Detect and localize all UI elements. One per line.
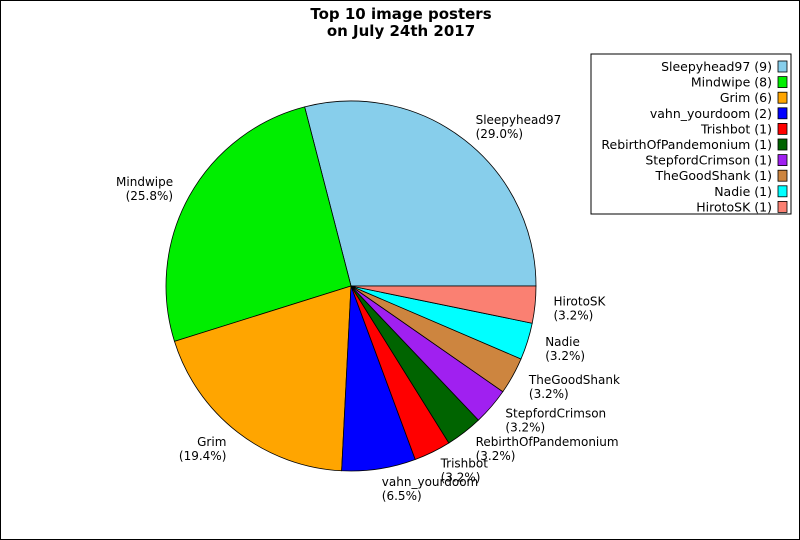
- slice-label-thegoodshank: TheGoodShank: [528, 373, 620, 387]
- legend-label-stepfordcrimson: StepfordCrimson (1): [645, 153, 772, 168]
- slice-label-sleepyhead97: Sleepyhead97: [476, 113, 562, 127]
- slice-percent-vahn-yourdoom: (6.5%): [382, 489, 422, 503]
- legend-swatch-stepfordcrimson: [777, 154, 788, 167]
- legend-label-thegoodshank: TheGoodShank (1): [654, 168, 772, 183]
- legend-label-rebirthofpandemonium: RebirthOfPandemonium (1): [601, 137, 772, 152]
- slice-percent-trishbot: (3.2%): [441, 471, 481, 485]
- legend-label-nadie: Nadie (1): [714, 184, 772, 199]
- slice-label-stepfordcrimson: StepfordCrimson: [505, 407, 606, 421]
- slice-label-grim: Grim: [197, 435, 226, 449]
- slice-label-trishbot: Trishbot: [440, 457, 489, 471]
- slice-percent-thegoodshank: (3.2%): [529, 387, 569, 401]
- legend-swatch-rebirthofpandemonium: [777, 138, 788, 151]
- slice-sleepyhead97: [304, 100, 537, 287]
- legend-label-trishbot: Trishbot (1): [700, 121, 772, 136]
- legend-swatch-trishbot: [777, 123, 788, 135]
- slice-percent-mindwipe: (25.8%): [126, 189, 173, 203]
- chart-title-line-2: on July 24th 2017: [327, 22, 475, 40]
- legend-swatch-hirotosk: [777, 200, 788, 213]
- legend-swatch-mindwipe: [777, 76, 788, 88]
- slice-labels: Sleepyhead97(29.0%) Mindwipe(25.8%) Grim(1…: [116, 113, 620, 503]
- slice-hirotosk: [350, 285, 537, 324]
- slice-percent-rebirthofpandemonium: (3.2%): [476, 449, 516, 463]
- legend-label-vahn-yourdoom: vahn_yourdoom (2): [650, 106, 772, 121]
- legend-label-grim: Grim (6): [720, 90, 772, 105]
- legend-box: [590, 53, 792, 215]
- legend-label-mindwipe: Mindwipe (8): [691, 75, 772, 90]
- slice-label-mindwipe: Mindwipe: [116, 175, 173, 189]
- legend-swatch-sleepyhead97: [777, 60, 788, 73]
- legend-label-hirotosk: HirotoSK (1): [696, 199, 772, 214]
- slice-label-nadie: Nadie: [545, 335, 580, 349]
- slice-grim: [173, 285, 352, 472]
- legend-swatch-nadie: [777, 185, 788, 198]
- chart-title-line-1: Top 10 image posters: [310, 5, 491, 23]
- slice-label-vahn-yourdoom: vahn_yourdoom: [382, 475, 478, 489]
- slice-percent-grim: (19.4%): [179, 449, 226, 463]
- pie-slices: [165, 100, 537, 472]
- slice-percent-nadie: (3.2%): [545, 349, 585, 363]
- legend: Sleepyhead97 (9)Mindwipe (8)Grim (6)vahn…: [590, 53, 792, 215]
- slice-percent-hirotosk: (3.2%): [554, 309, 594, 323]
- legend-swatch-vahn-yourdoom: [777, 107, 788, 120]
- slice-label-hirotosk: HirotoSK: [554, 295, 607, 309]
- slice-percent-stepfordcrimson: (3.2%): [505, 421, 545, 435]
- legend-swatch-thegoodshank: [777, 169, 788, 182]
- slice-percent-sleepyhead97: (29.0%): [476, 127, 523, 141]
- legend-label-sleepyhead97: Sleepyhead97 (9): [661, 59, 772, 74]
- slice-label-rebirthofpandemonium: RebirthOfPandemonium: [476, 435, 619, 449]
- slice-mindwipe: [165, 106, 352, 342]
- legend-swatch-grim: [777, 91, 788, 104]
